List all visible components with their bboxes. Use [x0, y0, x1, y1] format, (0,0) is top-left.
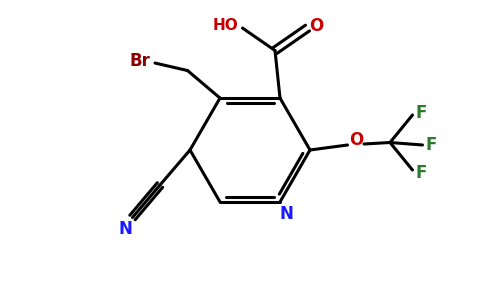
Text: O: O: [349, 131, 363, 149]
Text: F: F: [426, 136, 437, 154]
Text: Br: Br: [130, 52, 151, 70]
Text: N: N: [279, 206, 293, 224]
Text: O: O: [309, 16, 324, 34]
Text: F: F: [416, 103, 427, 122]
Text: HO: HO: [212, 18, 238, 33]
Text: N: N: [118, 220, 132, 238]
Text: F: F: [416, 164, 427, 181]
